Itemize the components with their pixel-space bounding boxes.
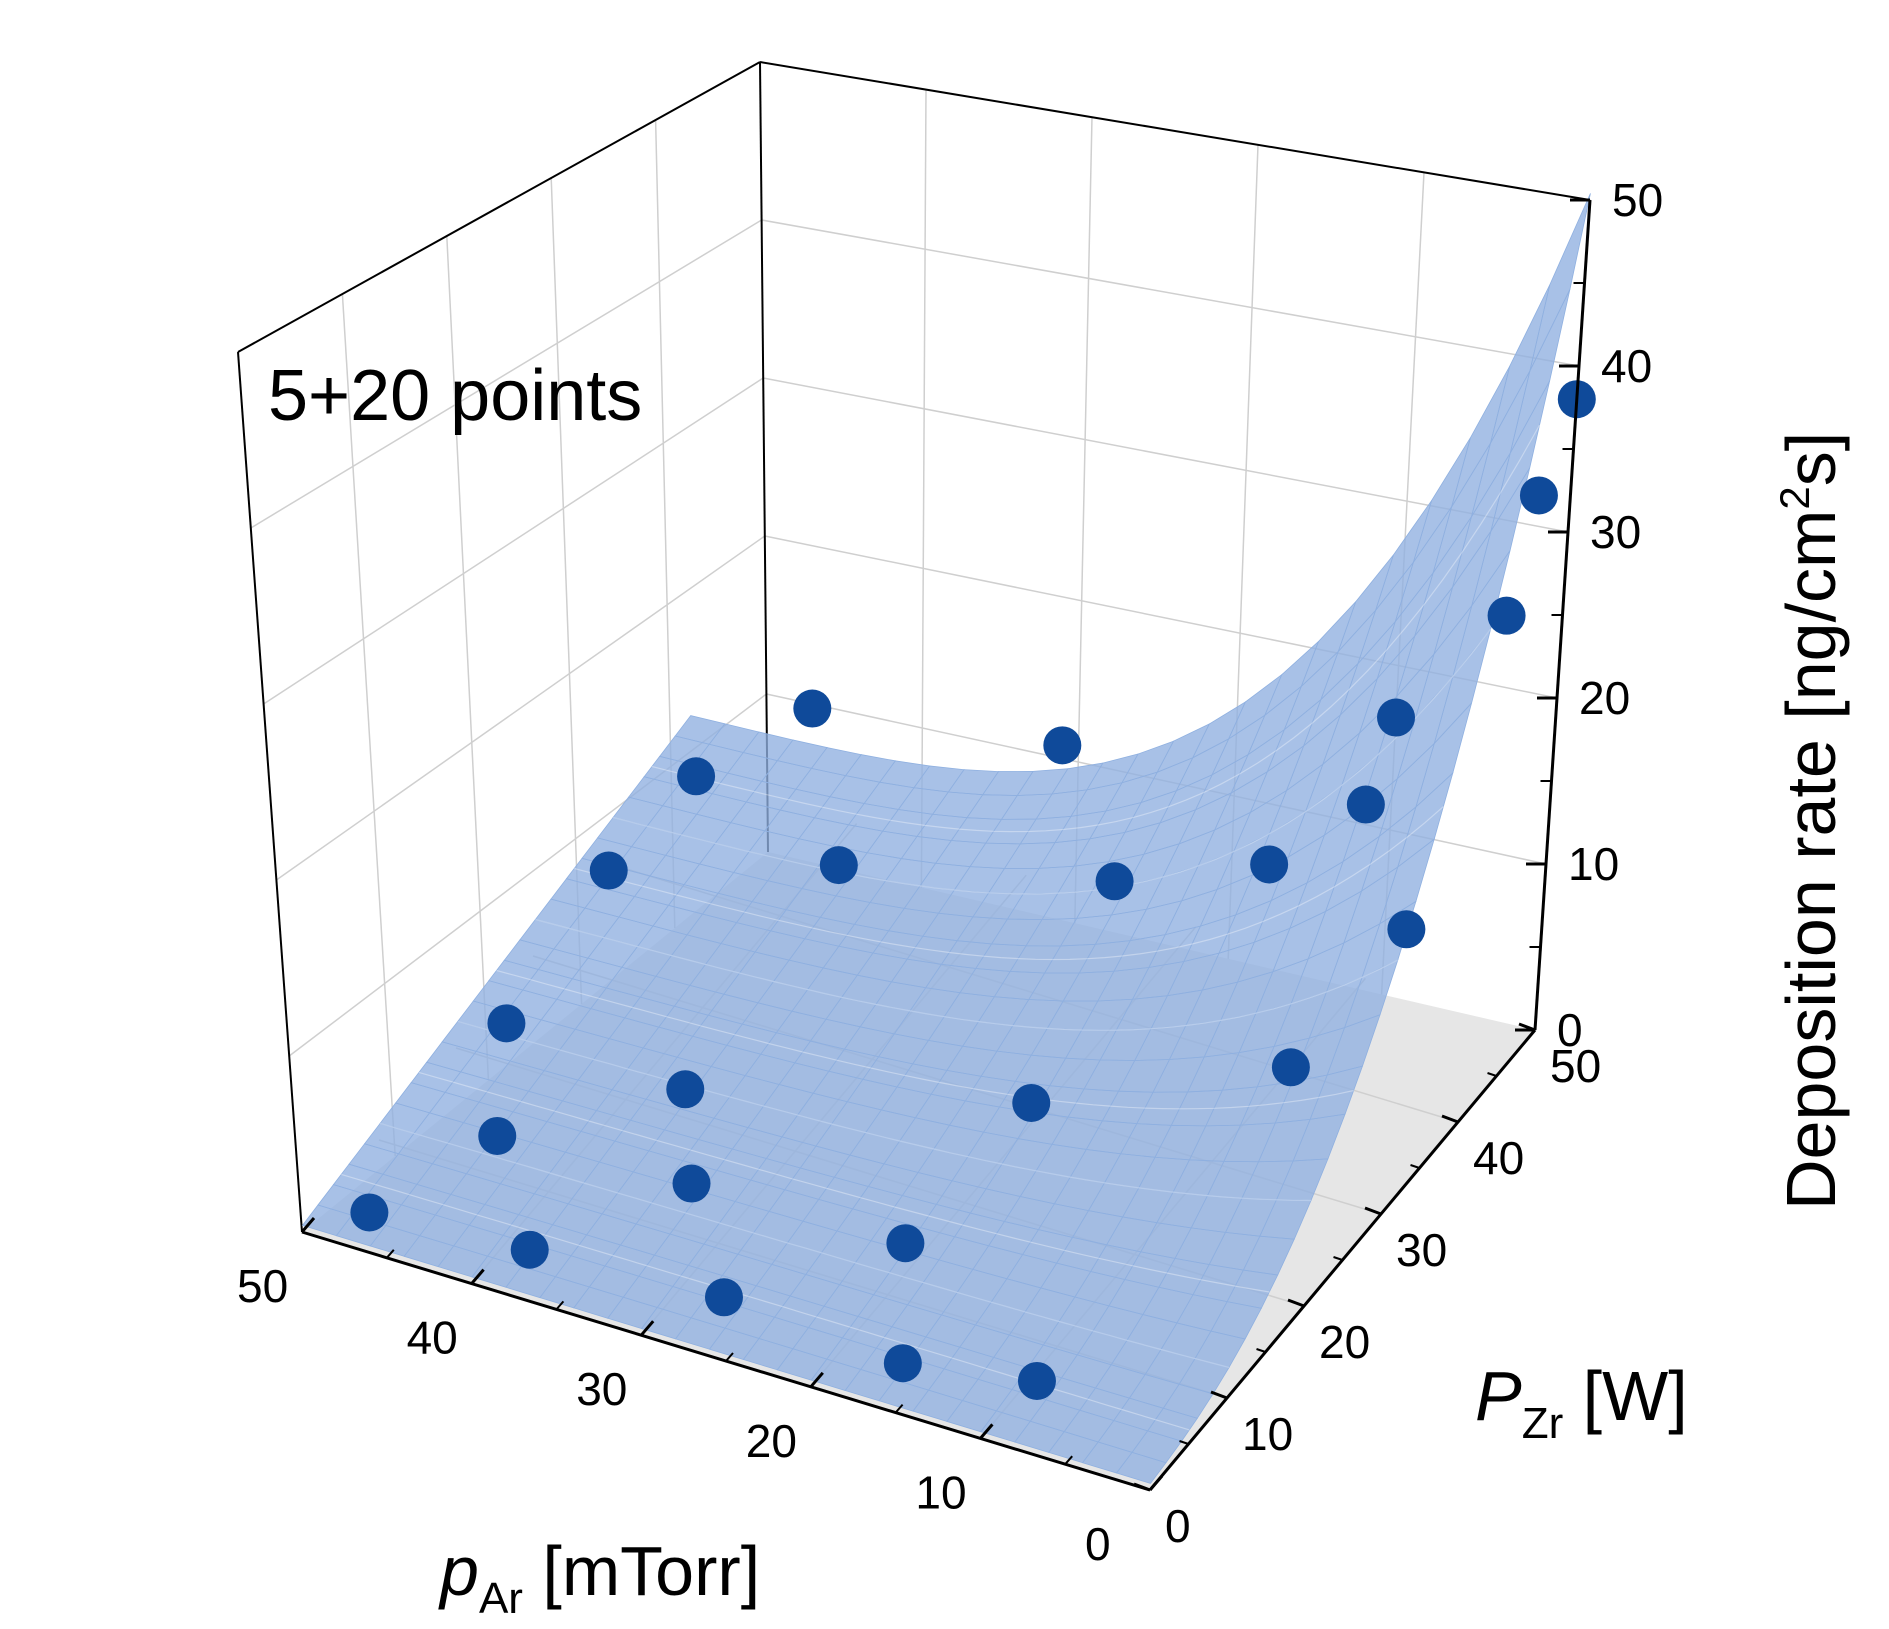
x-tick-mark [1148, 1475, 1164, 1491]
surface-line [612, 628, 1492, 895]
data-point [886, 1224, 925, 1263]
x-tick-label: 0 [1085, 1518, 1111, 1570]
surface-line [379, 1122, 1230, 1368]
x-axis-label: pAr [mTorr] [438, 1532, 760, 1623]
y-minor-tick [1179, 1440, 1189, 1445]
x-tick-mark [300, 1217, 316, 1233]
data-points [350, 380, 1596, 1400]
x-tick-label: 40 [407, 1312, 458, 1364]
data-point [666, 1070, 705, 1109]
data-point [793, 689, 832, 728]
data-point [1017, 1361, 1056, 1400]
x-tick-mark [640, 1320, 655, 1337]
x-tick-label: 30 [576, 1363, 627, 1415]
fitted-surface [301, 193, 1591, 1484]
y-tick-mark [1210, 1390, 1228, 1400]
frame [237, 61, 1591, 1233]
x-minor-tick [894, 1403, 904, 1414]
y-tick-label: 0 [1165, 1500, 1191, 1552]
x-tick-label: 50 [237, 1260, 288, 1312]
wall-grid-h [250, 219, 762, 529]
data-point [704, 1278, 743, 1317]
y-tick-label: 50 [1550, 1040, 1601, 1092]
z-tick-label: 10 [1568, 838, 1619, 890]
surface-line [496, 969, 1354, 1110]
points-annotation: 5+20 points [268, 356, 642, 436]
y-tick-label: 10 [1242, 1408, 1293, 1460]
y-tick-mark [1287, 1298, 1305, 1308]
y-minor-tick [1333, 1256, 1343, 1261]
x-tick-mark [470, 1268, 485, 1285]
wall-grid-v [920, 89, 927, 888]
x-minor-tick [555, 1300, 565, 1311]
data-point [883, 1344, 922, 1383]
surface-line [574, 806, 1444, 961]
wall-grid-h [275, 535, 766, 881]
y-tick-label: 40 [1473, 1132, 1524, 1184]
y-minor-tick [1256, 1348, 1266, 1353]
x-minor-tick [725, 1352, 734, 1362]
data-point [677, 757, 716, 796]
data-point [1043, 726, 1082, 765]
data-point [1487, 596, 1526, 635]
data-point [1519, 476, 1558, 515]
data-point [1387, 910, 1426, 949]
z-tick-label: 30 [1590, 506, 1641, 558]
wall-grid-v [341, 293, 396, 1157]
x-minor-tick [1064, 1455, 1073, 1465]
y-axis-label: PZr [W] [1475, 1357, 1688, 1448]
surface-line [457, 1020, 1312, 1202]
y-tick-mark [1133, 1482, 1151, 1492]
x-tick-mark [809, 1371, 824, 1388]
data-point [1250, 845, 1289, 884]
data-point [672, 1164, 711, 1203]
surface-line [418, 1071, 1270, 1293]
wall-grid-h [761, 219, 1580, 367]
z-tick-label: 50 [1612, 174, 1663, 226]
y-tick-label: 30 [1396, 1224, 1447, 1276]
x-tick-mark [979, 1423, 994, 1440]
x-tick-label: 10 [915, 1466, 966, 1518]
surface-patch [1529, 193, 1591, 372]
surface-line [535, 918, 1399, 1031]
y-tick-mark [1364, 1206, 1382, 1216]
data-point [819, 846, 858, 885]
wall-grid-h [263, 377, 764, 705]
z-tick-label: 20 [1579, 672, 1630, 724]
data-point [1271, 1048, 1310, 1087]
data-point [1377, 698, 1416, 737]
data-point [350, 1193, 389, 1232]
x-minor-tick [386, 1249, 395, 1259]
x-tick-label: 20 [746, 1415, 797, 1467]
z-tick-label: 0 [1557, 1004, 1583, 1056]
y-tick-mark [1441, 1114, 1459, 1124]
wall-grid-v [446, 235, 490, 1081]
z-axis-label: Deposition rate [ng/cm2s] [1771, 432, 1850, 1210]
data-point [1346, 785, 1385, 824]
data-point [589, 851, 628, 890]
surface-line [651, 424, 1541, 833]
z-tick-label: 40 [1601, 340, 1652, 392]
data-point [510, 1230, 549, 1269]
data-point [478, 1116, 517, 1155]
y-tick-label: 20 [1319, 1316, 1370, 1368]
data-point [487, 1004, 526, 1043]
data-point [1012, 1083, 1051, 1122]
y-minor-tick [1410, 1164, 1420, 1169]
data-point [1095, 862, 1134, 901]
y-minor-tick [1487, 1072, 1497, 1077]
